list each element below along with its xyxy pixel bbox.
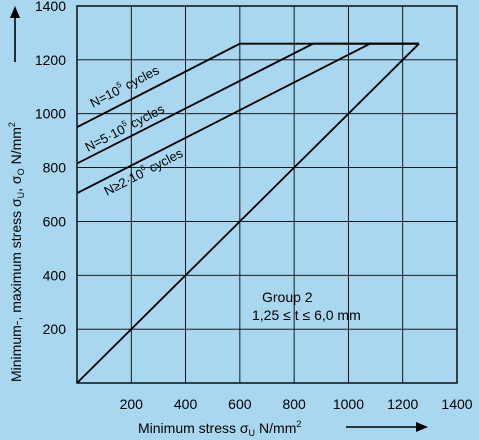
series-line-2 [76, 42, 419, 195]
annotation-group: Group 2 [262, 289, 313, 305]
series-line-3 [76, 43, 420, 384]
y-tick-label-1000: 1000 [35, 106, 66, 122]
y-axis-label: Minimum-, maximum stress σU, σON/mm2 [7, 122, 26, 382]
x-axis-label: Minimum stress σU N/mm2 [138, 419, 301, 438]
plot-border [76, 5, 458, 384]
x-tick-label-600: 600 [228, 396, 252, 412]
y-tick-label-600: 600 [43, 213, 67, 229]
y-tick-label-200: 200 [43, 321, 67, 337]
x-tick-label-1200: 1200 [387, 396, 418, 412]
y-tick-label-400: 400 [43, 267, 67, 283]
y-tick-label-1400: 1400 [35, 0, 66, 14]
x-tick-label-200: 200 [120, 396, 144, 412]
x-tick-label-1000: 1000 [333, 396, 364, 412]
y-axis-arrow [10, 6, 20, 62]
x-tick-label-800: 800 [282, 396, 306, 412]
y-tick-label-800: 800 [43, 160, 67, 176]
x-tick-label-1400: 1400 [441, 396, 472, 412]
curve-label-n2e6: N≥2·106 cycles [101, 144, 186, 198]
x-axis-arrow [346, 422, 428, 432]
series-lines [76, 42, 420, 384]
series-line-1 [76, 42, 419, 165]
x-tick-labels: 200 400 600 800 1000 1200 1400 [120, 396, 473, 412]
annotation-thickness: 1,25 ≤ t ≤ 6,0 mm [252, 307, 361, 323]
y-tick-label-1200: 1200 [35, 52, 66, 68]
x-tick-label-400: 400 [174, 396, 198, 412]
y-tick-labels: 200 400 600 800 1000 1200 1400 [35, 0, 66, 337]
grid-lines [77, 6, 457, 383]
plot-frame [76, 5, 458, 384]
